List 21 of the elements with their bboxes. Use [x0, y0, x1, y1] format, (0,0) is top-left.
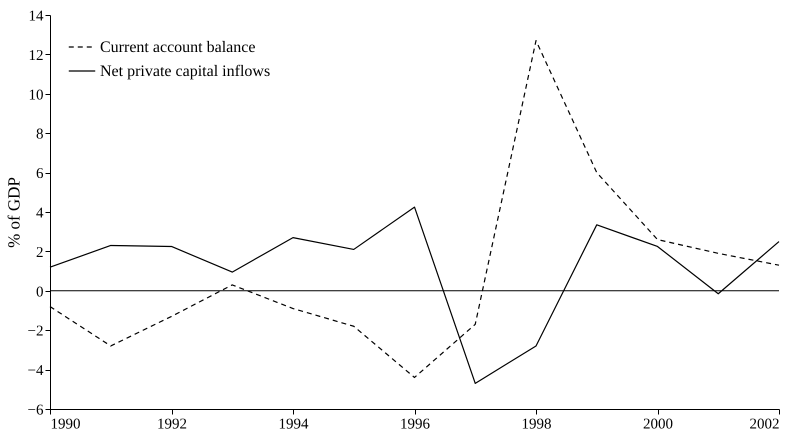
x-tick-label: 1992	[157, 416, 187, 432]
y-tick-label: −2	[28, 324, 44, 340]
legend-label: Net private capital inflows	[100, 63, 270, 80]
x-tick-label: 2000	[643, 416, 673, 432]
y-tick-label: 6	[36, 166, 44, 182]
x-tick-label: 1994	[278, 416, 309, 432]
y-tick-label: 4	[36, 206, 44, 222]
x-tick-label: 1990	[50, 416, 80, 432]
y-tick-label: −4	[28, 363, 44, 380]
x-tick-label: 2002	[750, 416, 780, 432]
y-tick-label: 8	[36, 126, 44, 143]
x-tick-label: 1996	[400, 416, 430, 432]
y-tick-label: 12	[28, 48, 44, 64]
y-tick-label: 10	[28, 87, 44, 104]
y-tick-label: 0	[36, 284, 44, 300]
legend-label: Current account balance	[100, 39, 256, 56]
x-tick-label: 1998	[522, 416, 552, 432]
y-tick-label: −6	[28, 402, 44, 418]
y-tick-label: 14	[28, 8, 44, 24]
y-axis-title: % of GDP	[4, 177, 24, 248]
y-tick-label: 2	[36, 244, 44, 261]
